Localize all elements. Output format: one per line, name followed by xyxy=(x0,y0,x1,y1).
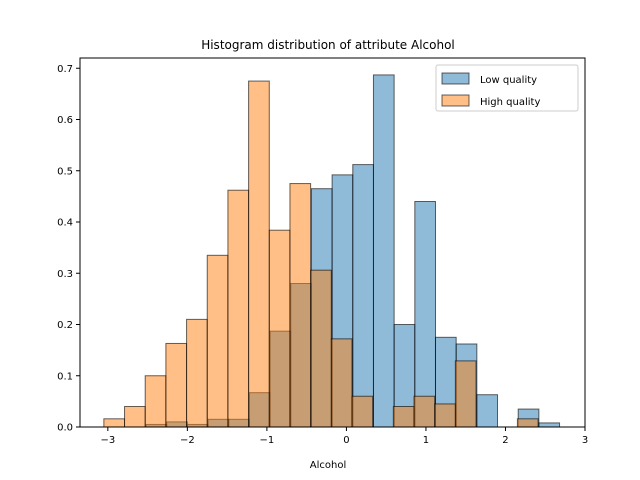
histogram-bar-high-quality xyxy=(310,269,332,428)
histogram-bar-high-quality xyxy=(516,418,539,428)
x-tick-label: −1 xyxy=(260,435,275,446)
histogram-bar-high-quality xyxy=(227,189,250,428)
histogram-bar-high-quality xyxy=(165,342,188,428)
histogram-bar-low-quality xyxy=(414,201,436,428)
y-tick-label: 0.2 xyxy=(57,320,73,331)
histogram-bar-high-quality xyxy=(124,406,146,428)
legend-swatch-high-quality xyxy=(441,94,470,107)
x-axis-label: Alcohol xyxy=(310,460,346,471)
histogram-bar-high-quality xyxy=(268,229,291,428)
y-tick-label: 0.4 xyxy=(57,218,73,229)
histogram-bar-high-quality xyxy=(392,406,415,428)
legend-label-low-quality: Low quality xyxy=(480,75,537,86)
y-tick-label: 0.7 xyxy=(57,64,73,75)
histogram-bar-low-quality xyxy=(372,74,395,428)
histogram-bar-high-quality xyxy=(434,403,456,428)
histogram-bar-high-quality xyxy=(330,338,353,428)
plot-frame xyxy=(79,57,586,428)
histogram-bar-high-quality xyxy=(206,254,229,428)
x-tick-label: −3 xyxy=(100,435,115,446)
y-tick-label: 0.5 xyxy=(57,166,73,177)
legend-frame xyxy=(435,64,579,112)
histogram-bar-low-quality xyxy=(352,164,374,428)
x-tick-label: 0 xyxy=(343,435,349,446)
legend-swatch-low-quality xyxy=(441,72,470,85)
x-tick-label: −2 xyxy=(180,435,195,446)
x-tick-label: 1 xyxy=(423,435,429,446)
x-tick-label: 3 xyxy=(582,435,588,446)
legend-label-high-quality: High quality xyxy=(480,97,540,108)
histogram-bar-high-quality xyxy=(413,395,436,428)
histogram-bar-low-quality xyxy=(538,422,561,428)
y-tick-label: 0.3 xyxy=(57,269,73,280)
histogram-bar-high-quality xyxy=(454,360,477,428)
legend: Low quality High quality xyxy=(435,64,579,112)
histogram-bar-high-quality xyxy=(144,375,167,428)
y-axis: 0.0 0.1 0.2 0.3 0.4 0.5 0.6 0.7 xyxy=(57,64,80,434)
histogram-bar-high-quality xyxy=(186,318,208,428)
x-tick-label: 2 xyxy=(502,435,508,446)
y-tick-label: 0.1 xyxy=(57,371,73,382)
histogram-bar-high-quality xyxy=(351,395,374,428)
chart-title: Histogram distribution of attribute Alco… xyxy=(201,38,455,52)
histogram-bar-high-quality xyxy=(289,183,312,428)
x-axis: −3 −2 −1 0 1 2 3 xyxy=(100,427,588,446)
histogram-bar-high-quality xyxy=(248,80,270,428)
histogram-bar-low-quality xyxy=(476,394,499,428)
y-tick-label: 0.6 xyxy=(57,115,73,126)
y-tick-label: 0.0 xyxy=(57,423,73,434)
histogram-bar-high-quality xyxy=(103,418,126,428)
